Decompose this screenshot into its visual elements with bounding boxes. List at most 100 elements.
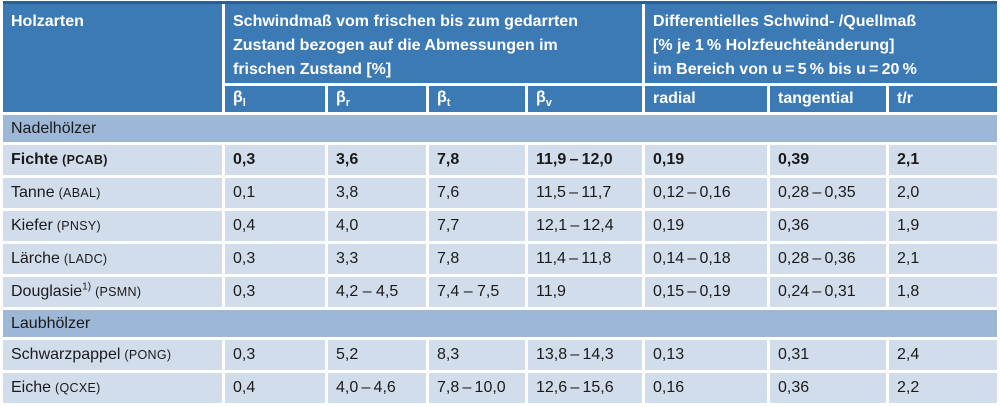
header-cell-differentielles-schwindmass: Differentielles Schwind- /Quellmaß [% je… xyxy=(645,4,998,83)
header-line: [% je 1 % Holzfeuchteänderung] xyxy=(653,37,895,54)
value-cell: 4,2 – 4,5 xyxy=(328,277,426,307)
species-name: Kiefer xyxy=(11,217,53,234)
species-cell: Tanne (ABAL) xyxy=(3,178,222,208)
value-cell: 0,19 xyxy=(645,211,768,241)
value-cell: 0,3 xyxy=(225,244,325,274)
value-cell: 0,3 xyxy=(225,277,325,307)
species-cell: Douglasie1) (PSMN) xyxy=(3,277,222,307)
value-cell: 7,8 xyxy=(429,244,525,274)
species-name: Tanne xyxy=(11,184,55,201)
value-cell: 0,4 xyxy=(225,373,325,403)
value-cell: 4,0 – 4,6 xyxy=(328,373,426,403)
value-cell: 5,2 xyxy=(328,340,426,370)
row-tanne: Tanne (ABAL) 0,1 3,8 7,6 11,5 – 11,7 0,12… xyxy=(3,178,998,208)
species-code: (PCAB) xyxy=(62,153,108,167)
row-laerche: Lärche (LADC) 0,3 3,3 7,8 11,4 – 11,8 0,1… xyxy=(3,244,998,274)
value-cell: 7,4 – 7,5 xyxy=(429,277,525,307)
value-cell: 8,3 xyxy=(429,340,525,370)
beta-subscript: r xyxy=(345,97,351,110)
species-cell: Fichte (PCAB) xyxy=(3,145,222,175)
beta-subscript: l xyxy=(242,97,246,110)
value-cell: 4,0 xyxy=(328,211,426,241)
species-name: Eiche xyxy=(11,379,52,396)
header-line: Zustand bezogen auf die Abmessungen im xyxy=(233,37,558,54)
value-cell: 11,9 – 12,0 xyxy=(528,145,643,175)
value-cell: 0,12 – 0,16 xyxy=(645,178,768,208)
species-name: Fichte xyxy=(11,151,59,168)
species-code: (PSMN) xyxy=(95,285,142,299)
header-cell-schwindmass: Schwindmaß vom frischen bis zum gedarrte… xyxy=(225,4,643,83)
value-cell: 2,0 xyxy=(889,178,998,208)
col-header-tangential: tangential xyxy=(770,86,887,112)
species-name: Lärche xyxy=(11,250,60,267)
value-cell: 3,3 xyxy=(328,244,426,274)
value-cell: 0,31 xyxy=(770,340,887,370)
beta-symbol: β xyxy=(233,88,243,106)
species-footnote: 1) xyxy=(82,281,92,293)
section-header-nadelhoelzer: Nadelhölzer xyxy=(3,115,998,142)
value-cell: 0,39 xyxy=(770,145,887,175)
col-label: radial xyxy=(653,90,696,107)
header-line: Differentielles Schwind- /Quellmaß xyxy=(653,13,917,30)
species-code: (ABAL) xyxy=(58,186,101,200)
header-line: Schwindmaß vom frischen bis zum gedarrte… xyxy=(233,13,578,30)
species-cell: Schwarzpappel (PONG) xyxy=(3,340,222,370)
beta-subscript: t xyxy=(446,97,451,110)
value-cell: 0,16 xyxy=(645,373,768,403)
value-cell: 7,8 – 10,0 xyxy=(429,373,525,403)
header-line: frischen Zustand [%] xyxy=(233,61,392,78)
value-cell: 2,1 xyxy=(889,244,998,274)
value-cell: 0,4 xyxy=(225,211,325,241)
species-code: (PONG) xyxy=(124,348,172,362)
species-code: (QCXE) xyxy=(55,381,101,395)
value-cell: 0,28 – 0,35 xyxy=(770,178,887,208)
species-cell: Kiefer (PNSY) xyxy=(3,211,222,241)
section-header-laubhoelzer: Laubhölzer xyxy=(3,310,998,337)
value-cell: 7,8 xyxy=(429,145,525,175)
value-cell: 7,6 xyxy=(429,178,525,208)
species-name: Douglasie xyxy=(11,283,83,300)
value-cell: 0,36 xyxy=(770,373,887,403)
table-top-border xyxy=(3,1,997,4)
value-cell: 0,24 – 0,31 xyxy=(770,277,887,307)
col-header-beta-v: βv xyxy=(528,86,643,112)
col-header-t-r: t/r xyxy=(889,86,998,112)
row-eiche: Eiche (QCXE) 0,4 4,0 – 4,6 7,8 – 10,0 12,… xyxy=(3,373,998,403)
value-cell: 12,1 – 12,4 xyxy=(528,211,643,241)
row-fichte: Fichte (PCAB) 0,3 3,6 7,8 11,9 – 12,0 0,1… xyxy=(3,145,998,175)
value-cell: 0,3 xyxy=(225,145,325,175)
value-cell: 2,2 xyxy=(889,373,998,403)
beta-symbol: β xyxy=(536,88,546,106)
value-cell: 0,3 xyxy=(225,340,325,370)
value-cell: 7,7 xyxy=(429,211,525,241)
value-cell: 11,4 – 11,8 xyxy=(528,244,643,274)
value-cell: 0,1 xyxy=(225,178,325,208)
value-cell: 0,28 – 0,36 xyxy=(770,244,887,274)
value-cell: 1,9 xyxy=(889,211,998,241)
species-name: Schwarzpappel xyxy=(11,346,121,363)
col-header-radial: radial xyxy=(645,86,768,112)
value-cell: 0,14 – 0,18 xyxy=(645,244,768,274)
col-header-beta-t: βt xyxy=(429,86,525,112)
value-cell: 3,6 xyxy=(328,145,426,175)
row-schwarzpappel: Schwarzpappel (PONG) 0,3 5,2 8,3 13,8 – 1… xyxy=(3,340,998,370)
header-holzarten-label: Holzarten xyxy=(11,13,84,30)
col-label: t/r xyxy=(897,90,914,107)
value-cell: 1,8 xyxy=(889,277,998,307)
species-cell: Lärche (LADC) xyxy=(3,244,222,274)
value-cell: 0,13 xyxy=(645,340,768,370)
col-label: tangential xyxy=(778,90,854,107)
row-douglasie: Douglasie1) (PSMN) 0,3 4,2 – 4,5 7,4 – 7,… xyxy=(3,277,998,307)
species-code: (LADC) xyxy=(63,252,108,266)
value-cell: 13,8 – 14,3 xyxy=(528,340,643,370)
beta-symbol: β xyxy=(437,88,447,106)
species-cell: Eiche (QCXE) xyxy=(3,373,222,403)
header-cell-holzarten: Holzarten xyxy=(3,4,222,112)
value-cell: 11,5 – 11,7 xyxy=(528,178,643,208)
value-cell: 0,15 – 0,19 xyxy=(645,277,768,307)
value-cell: 0,36 xyxy=(770,211,887,241)
beta-subscript: v xyxy=(545,97,552,110)
col-header-beta-l: βl xyxy=(225,86,325,112)
value-cell: 3,8 xyxy=(328,178,426,208)
